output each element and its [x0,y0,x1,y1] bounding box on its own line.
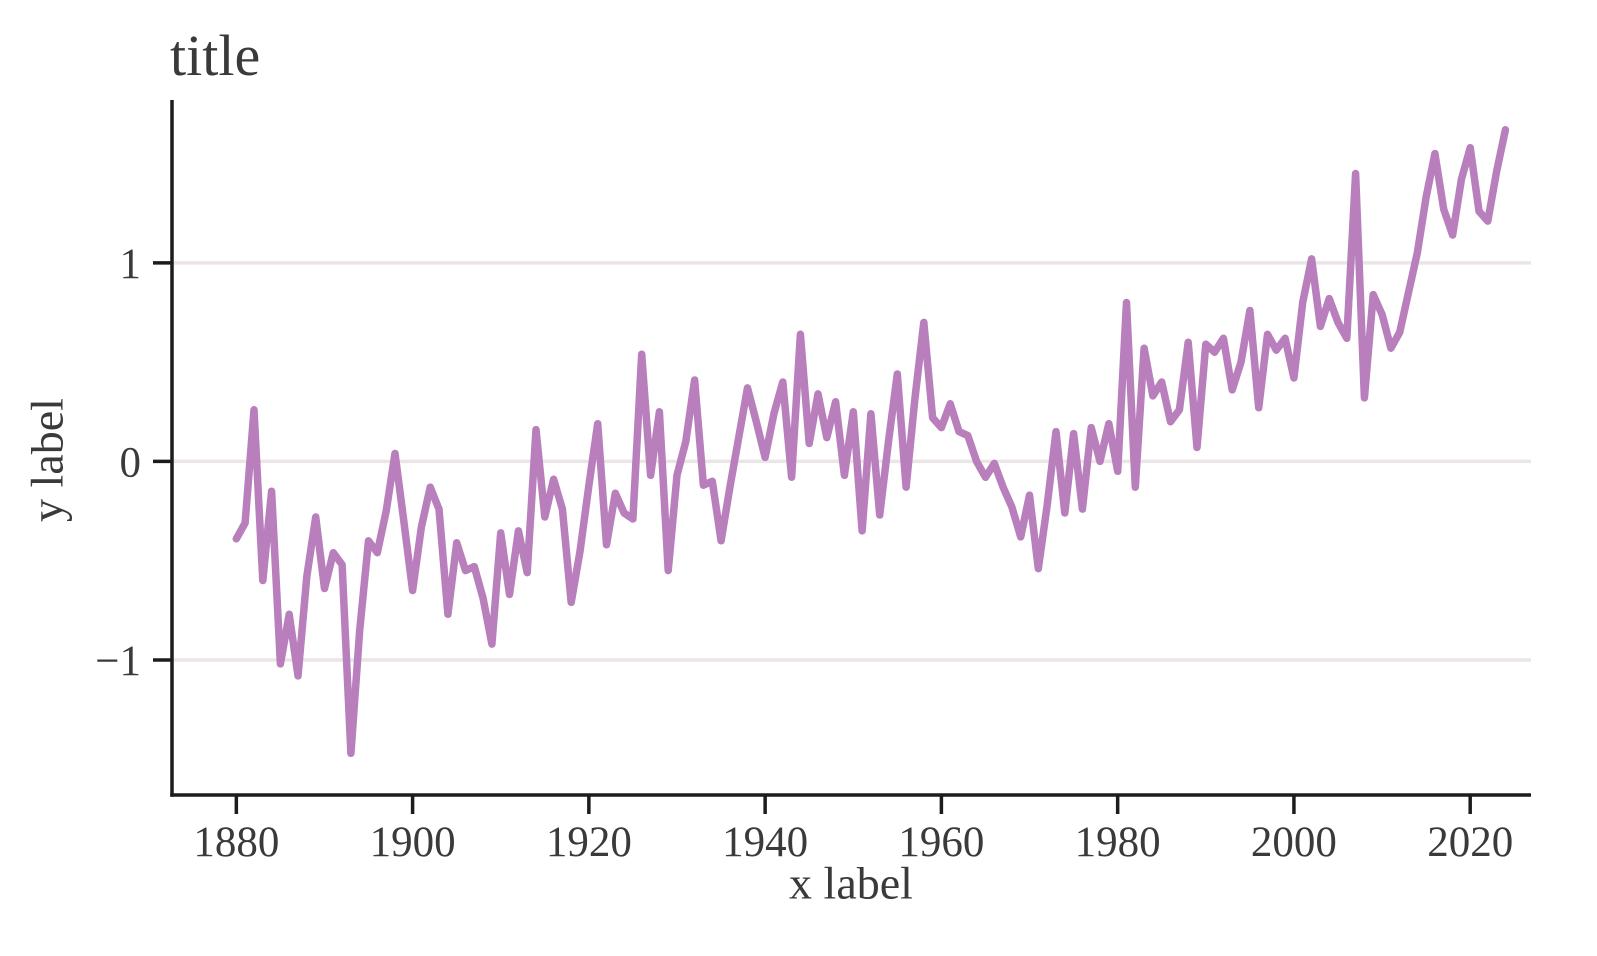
x-tick-label: 1940 [722,819,808,866]
y-tick-label: 0 [120,439,142,486]
chart-title: title [170,23,261,88]
x-tick-label: 2020 [1427,819,1513,866]
x-tick-label: 1920 [546,819,632,866]
x-tick-label: 1960 [898,819,984,866]
x-tick-label: 2000 [1251,819,1337,866]
y-tick-label: −1 [95,638,141,685]
x-tick-label: 1980 [1075,819,1161,866]
data-line-series [232,126,1510,758]
y-tick-label: 1 [120,241,142,288]
x-tick-label: 1880 [193,819,279,866]
x-axis-label: x label [789,857,913,909]
x-tick-label: 1900 [370,819,456,866]
